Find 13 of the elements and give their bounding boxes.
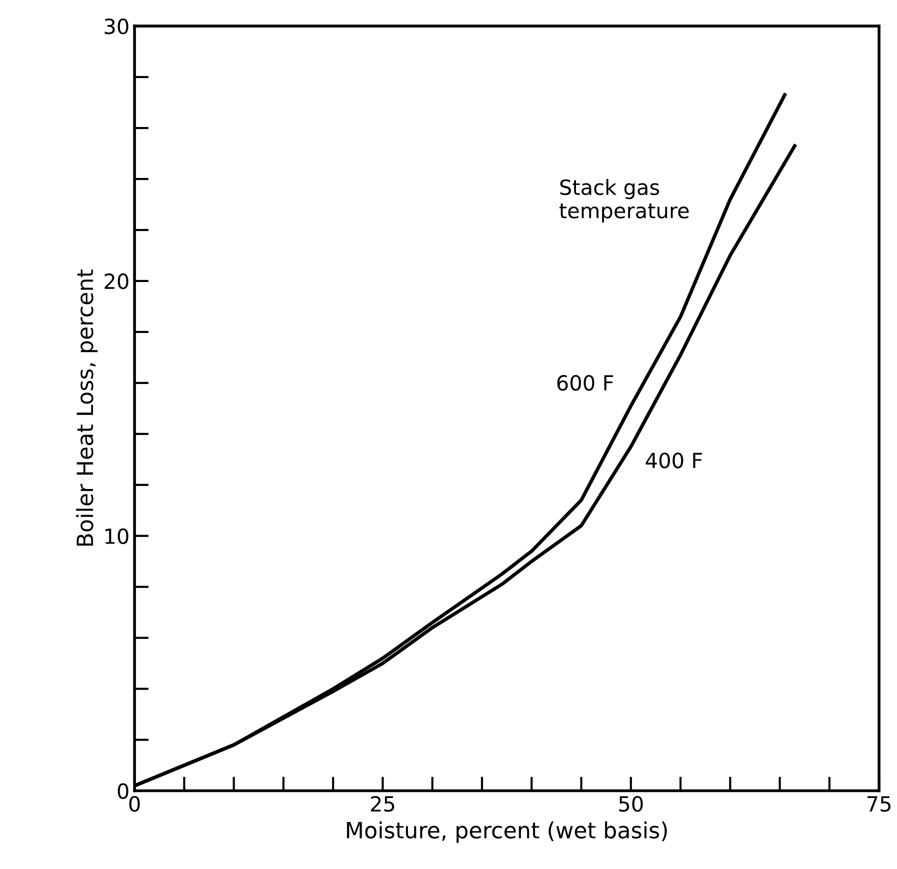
x-tick-label: 75: [868, 796, 890, 812]
y-axis-title: Boiler Heat Loss, percent: [76, 270, 98, 546]
y-tick-label: 0: [118, 783, 128, 799]
y-tick-label: 30: [104, 18, 128, 34]
y-tick-label: 20: [104, 273, 128, 290]
x-tick-label: 0: [129, 796, 140, 812]
x-tick-label: 25: [370, 796, 394, 812]
x-axis-title: Moisture, percent (wet basis): [347, 821, 667, 843]
y-tick-label: 10: [105, 528, 128, 544]
series-label: 400 F: [646, 452, 702, 468]
x-tick-label: 50: [619, 796, 643, 812]
series-label: 600 F: [557, 374, 614, 391]
annotation: Stack gas temperature: [559, 179, 689, 223]
